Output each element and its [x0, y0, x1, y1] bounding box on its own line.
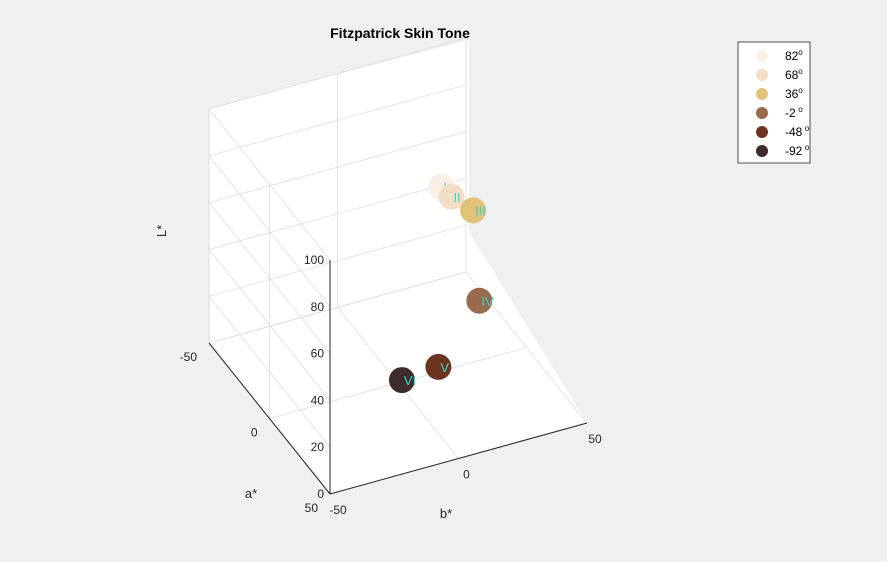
backwall-gridline-L [208, 271, 467, 344]
L-tick-label: 20 [311, 440, 325, 454]
a-tick-label: 50 [305, 501, 319, 515]
a-tick-label: 0 [251, 426, 258, 440]
data-point-IV [466, 287, 493, 314]
b-tick-label: 50 [588, 432, 602, 446]
legend-degree-symbol: o [798, 86, 803, 95]
data-points: IIIIIIIVVVI [388, 173, 494, 394]
leftwall-gridline-L [208, 202, 331, 354]
data-point-label-II: II [454, 190, 461, 205]
back-wall-left [209, 73, 342, 343]
data-point-III [460, 197, 487, 224]
data-point-VI [388, 367, 415, 394]
backwall-gridline-L [208, 84, 467, 157]
x-axis-label: b* [440, 506, 452, 521]
legend-entry-label: 68 [785, 68, 799, 82]
leftwall-gridline-L [208, 295, 331, 448]
floor-plane [209, 232, 587, 494]
data-point-II [438, 183, 465, 210]
legend-marker [756, 126, 768, 138]
legend-degree-symbol: o [805, 124, 810, 133]
L-tick-label: 60 [311, 347, 325, 361]
leftwall-gridline-L [208, 108, 331, 261]
leftwall-gridline-L [208, 249, 331, 401]
b-axis-line [329, 422, 588, 495]
backwall-gridline-L [208, 178, 467, 250]
legend-marker [756, 50, 768, 62]
L-tick-label: 40 [311, 393, 325, 407]
chart-title: Fitzpatrick Skin Tone [330, 25, 470, 41]
back-wall-right [342, 40, 469, 307]
backwall-gridline-L [208, 37, 467, 110]
legend-marker [756, 107, 768, 119]
a-tick-label: -50 [180, 350, 198, 364]
legend-degree-symbol: o [798, 67, 803, 76]
data-point-label-V: V [440, 360, 449, 375]
L-tick-label: 0 [317, 487, 324, 501]
legend-box [737, 41, 811, 164]
legend-degree-symbol: o [798, 48, 803, 57]
backwall-gridline-L [208, 131, 467, 203]
z-axis-label: L* [154, 225, 169, 237]
data-point-label-IV: IV [481, 294, 494, 309]
legend-entry-label: -92 [785, 144, 803, 158]
axes-box[interactable] [209, 40, 587, 494]
legend-entry-label: -48 [785, 125, 803, 139]
y-axis-label: a* [245, 486, 257, 501]
data-point-label-VI: VI [404, 373, 416, 388]
data-point-label-III: III [475, 203, 486, 218]
data-point-V [425, 353, 452, 380]
legend-marker [756, 145, 768, 157]
backwall-gridline-L [208, 224, 467, 297]
legend[interactable]: 82 o68 o36 o-2 o-48 o-92 o [737, 41, 811, 164]
b-tick-label: -50 [329, 503, 347, 517]
a-axis-line [208, 342, 331, 495]
legend-degree-symbol: o [798, 105, 803, 114]
legend-entry-label: 82 [785, 49, 799, 63]
legend-entry-label: 36 [785, 87, 799, 101]
L-tick-label: 80 [311, 300, 325, 314]
axis-lines [208, 260, 588, 495]
legend-marker [756, 69, 768, 81]
legend-entry-label: -2 [785, 106, 796, 120]
b-tick-label: 0 [463, 468, 470, 482]
legend-degree-symbol: o [805, 143, 810, 152]
legend-marker [756, 88, 768, 100]
leftwall-gridline-L [208, 155, 331, 308]
L-tick-label: 100 [304, 253, 324, 267]
